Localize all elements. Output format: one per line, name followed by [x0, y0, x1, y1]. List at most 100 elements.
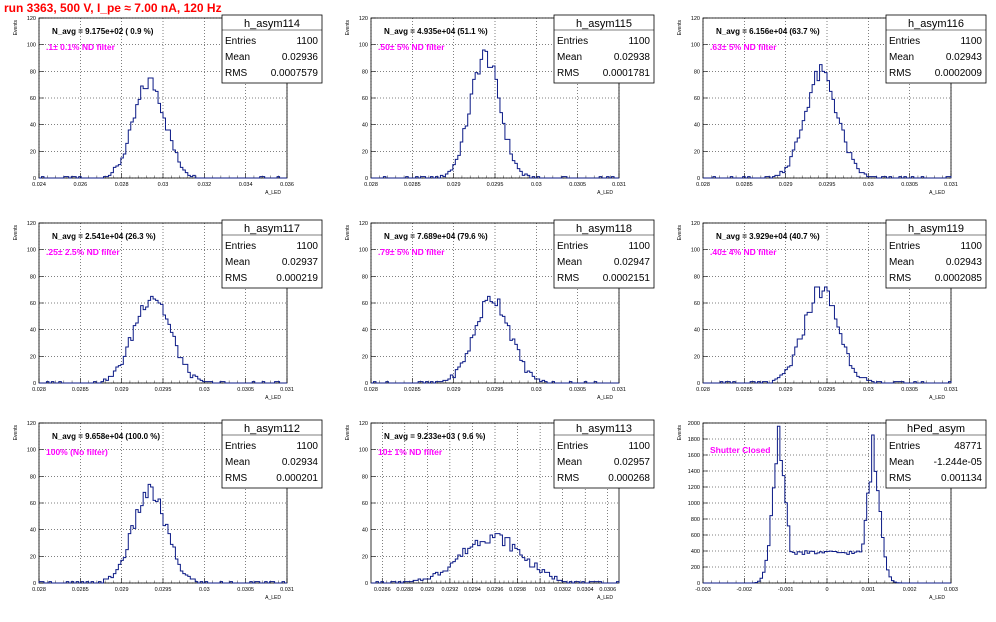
stats-name: h_asym118: [576, 223, 632, 235]
y-tick-label: 120: [27, 16, 36, 22]
x-tick-label: -0.003: [695, 587, 711, 593]
x-tick-label: 0.029: [420, 587, 434, 593]
histogram-svg: 0.024 0.026 0.028 0.03 0.032 0.034 0.036 0 20 40 6…: [13, 14, 323, 196]
stats-label: Mean: [225, 457, 250, 468]
stats-value: 0.000268: [608, 473, 650, 484]
y-tick-label: 600: [691, 533, 700, 539]
y-tick-label: 20: [362, 354, 368, 360]
filter-label: 10± 1% ND filter: [378, 447, 443, 457]
x-tick-label: 0.036: [280, 182, 294, 188]
x-tick-label: 0.0295: [155, 387, 172, 393]
stats-value: 48771: [954, 441, 982, 452]
x-tick-label: 0.0285: [72, 387, 89, 393]
x-tick-label: -0.002: [737, 587, 753, 593]
filter-label: Shutter Closed: [710, 445, 770, 455]
stats-box: [221, 14, 323, 84]
x-tick-label: 0.03: [199, 387, 210, 393]
navg-label: N_avg = 9.233e+03 ( 9.6 %): [384, 432, 486, 441]
stats-label: Entries: [889, 36, 920, 47]
y-tick-label: 0: [697, 581, 700, 587]
stats-label: RMS: [557, 473, 580, 484]
x-tick-label: 0.028: [696, 182, 710, 188]
y-tick-label: 120: [359, 421, 368, 427]
x-tick-label: 0.028: [696, 387, 710, 393]
x-tick-label: 0.03: [531, 182, 542, 188]
histogram-line: [703, 425, 951, 584]
x-tick-label: 0.0288: [396, 587, 413, 593]
y-tick-label: 0: [697, 381, 700, 387]
y-tick-label: 80: [694, 274, 700, 280]
x-axis-title: A_LED: [929, 190, 945, 196]
y-tick-label: 100: [691, 248, 700, 254]
y-tick-label: 120: [691, 16, 700, 22]
stats-value: 0.000201: [276, 473, 318, 484]
x-tick-label: 0.032: [197, 182, 211, 188]
stats-value: 0.02937: [282, 257, 319, 268]
y-tick-label: 800: [691, 517, 700, 523]
stats-label: Mean: [889, 457, 914, 468]
x-tick-label: 0.024: [32, 182, 46, 188]
y-tick-label: 200: [691, 565, 700, 571]
y-tick-label: 20: [30, 354, 36, 360]
stats-name: h_asym116: [908, 18, 964, 30]
x-tick-label: 0.0295: [487, 387, 504, 393]
x-tick-label: 0.034: [239, 182, 253, 188]
x-tick-label: -0.001: [778, 587, 794, 593]
stats-label: RMS: [889, 273, 912, 284]
navg-label: N_avg = 7.689e+04 (79.6 %): [384, 232, 488, 241]
stats-box: [221, 419, 323, 489]
y-tick-label: 100: [359, 43, 368, 49]
y-tick-label: 20: [30, 149, 36, 155]
x-tick-label: 0.0306: [599, 587, 616, 593]
x-tick-label: 0.028: [32, 587, 46, 593]
filter-label: .79± 5% ND filter: [378, 247, 445, 257]
stats-box: [553, 419, 655, 489]
x-tick-label: 0.0295: [155, 587, 172, 593]
y-tick-label: 20: [30, 554, 36, 560]
x-tick-label: 0.029: [779, 182, 793, 188]
stats-label: Entries: [889, 241, 920, 252]
x-tick-label: 0.028: [364, 387, 378, 393]
stats-name: h_asym119: [908, 223, 964, 235]
page-title: run 3363, 500 V, I_pe ≈ 7.00 nA, 120 Hz: [4, 1, 222, 15]
stats-value: 1100: [628, 36, 650, 47]
y-tick-label: 100: [359, 448, 368, 454]
histogram-line: [371, 49, 619, 179]
stats-box: [885, 14, 987, 84]
histogram-svg: -0.003 -0.002 -0.001 0 0.001 0.002 0.003 0 200 40…: [677, 419, 987, 601]
x-tick-label: 0.0294: [464, 587, 481, 593]
y-tick-label: 40: [30, 123, 36, 129]
stats-label: RMS: [225, 68, 248, 79]
x-tick-label: 0.03: [531, 387, 542, 393]
histogram-line: [371, 295, 619, 384]
stats-label: RMS: [225, 473, 248, 484]
stats-value: 0.02938: [614, 52, 651, 63]
navg-label: N_avg = 2.541e+04 (26.3 %): [52, 232, 156, 241]
x-tick-label: 0.03: [535, 587, 546, 593]
x-tick-label: 0.031: [944, 387, 958, 393]
y-tick-label: 60: [30, 96, 36, 102]
y-tick-label: 0: [365, 581, 368, 587]
x-tick-label: 0.026: [73, 182, 87, 188]
y-tick-label: 0: [697, 176, 700, 182]
x-axis-title: A_LED: [265, 190, 281, 196]
y-tick-label: 2000: [688, 421, 700, 427]
y-tick-label: 80: [694, 69, 700, 75]
x-axis-title: A_LED: [265, 395, 281, 401]
histogram-svg: 0.028 0.0285 0.029 0.0295 0.03 0.0305 0.031 0 20…: [345, 219, 655, 401]
y-tick-label: 80: [30, 69, 36, 75]
x-tick-label: 0.029: [115, 387, 129, 393]
stats-value: 0.0001781: [603, 68, 651, 79]
histogram-svg: 0.028 0.0285 0.029 0.0295 0.03 0.0305 0.031 0 20…: [345, 14, 655, 196]
x-axis-title: A_LED: [597, 190, 613, 196]
histogram-line: [39, 295, 287, 384]
filter-label: .50± 5% ND filter: [378, 42, 445, 52]
y-tick-label: 60: [30, 501, 36, 507]
histogram-svg: 0.028 0.0285 0.029 0.0295 0.03 0.0305 0.031 0 20…: [13, 219, 323, 401]
y-axis-title: Events: [345, 20, 351, 36]
y-tick-label: 0: [33, 176, 36, 182]
y-tick-label: 40: [694, 123, 700, 129]
histogram-pad-h_asym114: 0.024 0.026 0.028 0.03 0.032 0.034 0.036 0 20 40 6…: [0, 12, 332, 217]
histogram-pad-h_asym119: 0.028 0.0285 0.029 0.0295 0.03 0.0305 0.031 0 20…: [664, 217, 996, 422]
y-tick-label: 20: [694, 354, 700, 360]
